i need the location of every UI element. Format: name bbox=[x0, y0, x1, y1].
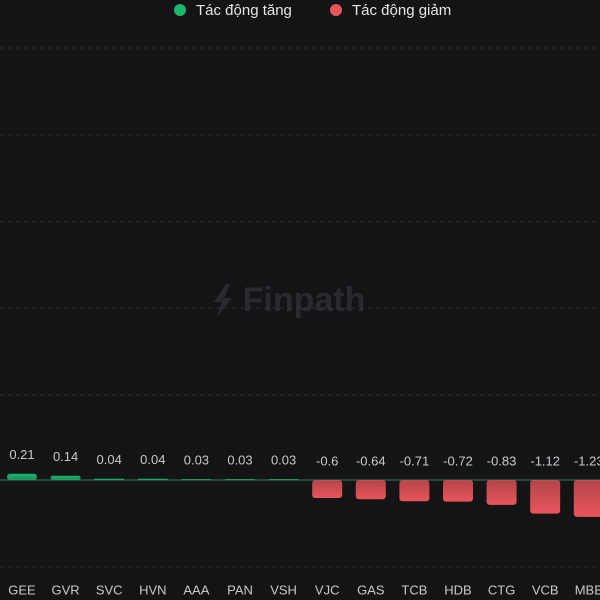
x-tick-label: GEE bbox=[8, 582, 36, 597]
watermark-logo bbox=[214, 284, 232, 318]
legend-marker bbox=[330, 4, 342, 16]
x-tick-label: VCB bbox=[532, 582, 559, 597]
legend-marker bbox=[174, 4, 186, 16]
bar bbox=[7, 473, 37, 480]
bar bbox=[312, 480, 343, 498]
value-label: -0.83 bbox=[487, 453, 517, 468]
x-tick-label: TCB bbox=[401, 582, 427, 597]
value-label: 0.04 bbox=[97, 452, 122, 467]
value-label: -0.71 bbox=[400, 453, 430, 468]
watermark-text: Finpath bbox=[243, 281, 366, 319]
value-label: -1.23 bbox=[574, 453, 600, 468]
x-tick-label: GAS bbox=[357, 582, 385, 597]
x-tick-label: HVN bbox=[139, 582, 166, 597]
value-label: 0.03 bbox=[227, 453, 252, 468]
x-tick-label: VJC bbox=[315, 582, 340, 597]
x-tick-label: HDB bbox=[444, 582, 471, 597]
x-tick-label: AAA bbox=[183, 582, 209, 597]
x-tick-label: PAN bbox=[227, 582, 253, 597]
legend-label: Tác động giảm bbox=[352, 2, 451, 19]
value-label: -0.6 bbox=[316, 453, 338, 468]
x-tick-label: CTG bbox=[488, 582, 515, 597]
value-label: -1.12 bbox=[530, 453, 560, 468]
value-label: -0.72 bbox=[443, 453, 473, 468]
value-label: 0.21 bbox=[9, 447, 34, 462]
bar bbox=[50, 475, 81, 480]
bar bbox=[94, 478, 125, 480]
legend-label: Tác động tăng bbox=[196, 2, 292, 19]
value-label: 0.14 bbox=[53, 449, 78, 464]
bar bbox=[181, 479, 212, 480]
bar bbox=[137, 478, 168, 480]
x-tick-label: MBB bbox=[575, 582, 600, 597]
value-label: 0.03 bbox=[271, 453, 296, 468]
bar bbox=[443, 480, 473, 502]
bar bbox=[355, 480, 386, 500]
x-tick-label: GVR bbox=[52, 582, 80, 597]
bar bbox=[573, 480, 600, 517]
value-label: -0.64 bbox=[356, 453, 386, 468]
value-label: 0.04 bbox=[140, 452, 165, 467]
value-label: 0.03 bbox=[184, 453, 209, 468]
x-tick-label: VSH bbox=[270, 582, 297, 597]
x-tick-label: SVC bbox=[96, 582, 123, 597]
bar bbox=[530, 480, 561, 514]
bar bbox=[268, 479, 299, 480]
bar bbox=[225, 479, 255, 480]
watermark: Finpath bbox=[214, 281, 365, 319]
bar bbox=[399, 480, 430, 502]
bar bbox=[486, 480, 517, 505]
